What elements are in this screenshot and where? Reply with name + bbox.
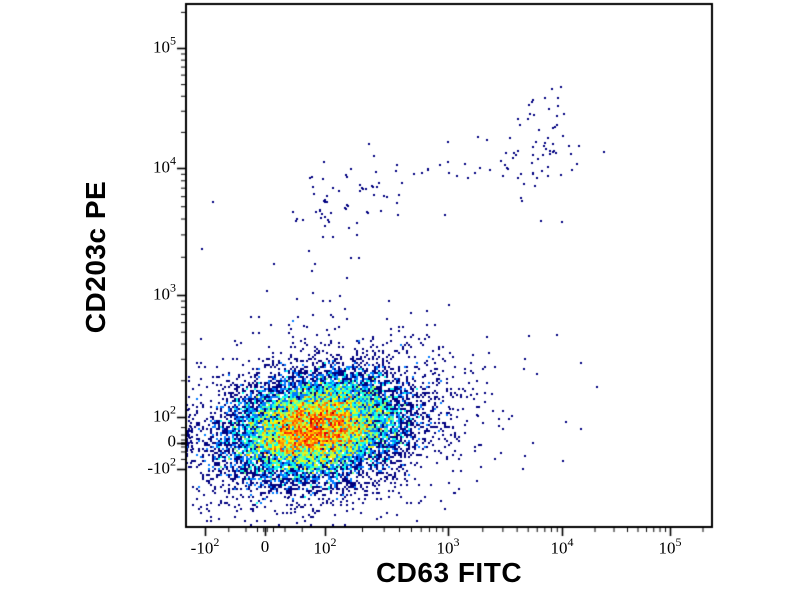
y-tick-label: 102: [153, 402, 176, 426]
y-tick-label: -102: [147, 454, 176, 478]
x-tick-label: 0: [260, 537, 270, 556]
y-tick-label: 105: [153, 33, 176, 57]
x-tick-label: 104: [550, 535, 574, 558]
y-tick-label: 104: [153, 153, 176, 177]
y-tick-label: 103: [153, 280, 176, 304]
x-tick-label: 102: [313, 535, 337, 558]
x-axis-title: CD63 FITC: [375, 557, 523, 588]
x-tick-label: 105: [658, 535, 682, 558]
x-tick-label: 103: [436, 535, 460, 558]
y-tick-label: 0: [167, 431, 177, 451]
x-tick-label: -102: [190, 535, 220, 558]
y-axis-title: CD203c PE: [80, 180, 111, 334]
